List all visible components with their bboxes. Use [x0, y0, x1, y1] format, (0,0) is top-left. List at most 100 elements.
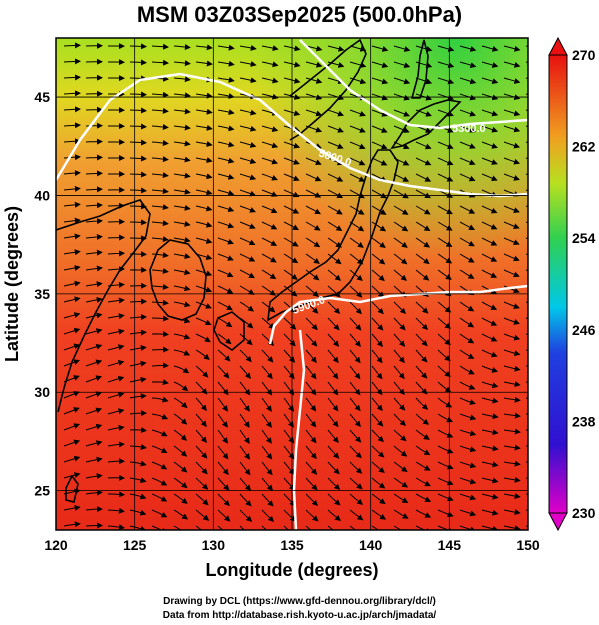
wind-arrow: [239, 253, 256, 262]
wind-arrow: [349, 413, 361, 428]
wind-arrow: [371, 285, 385, 298]
wind-arrow: [459, 157, 476, 166]
wind-arrow: [393, 77, 411, 85]
wind-arrow: [173, 285, 191, 292]
wind-arrow: [173, 269, 191, 276]
wind-arrow: [349, 269, 363, 282]
wind-arrow: [63, 265, 81, 271]
wind-arrow: [63, 521, 81, 528]
wind-arrow: [239, 445, 251, 460]
wind-arrow: [129, 443, 147, 450]
wind-arrow: [217, 189, 235, 196]
wind-arrow: [63, 423, 80, 431]
colorbar-tick-label: 238: [572, 413, 596, 429]
wind-arrow: [217, 493, 230, 507]
wind-arrow: [85, 506, 103, 513]
wind-arrow: [349, 285, 363, 298]
wind-arrow: [63, 154, 81, 161]
wind-arrow: [151, 236, 169, 243]
map-title: MSM 03Z03Sep2025 (500.0hPa): [136, 2, 463, 27]
wind-arrow: [503, 460, 521, 467]
x-tick-label: 130: [202, 537, 226, 553]
wind-arrow: [63, 327, 81, 335]
wind-arrow: [305, 301, 319, 314]
wind-arrow: [151, 220, 169, 227]
wind-arrow: [503, 444, 521, 451]
wind-arrow: [239, 525, 246, 530]
wind-arrow: [217, 413, 228, 428]
colorbar-tick-label: 270: [572, 47, 596, 63]
wind-arrow: [305, 493, 319, 507]
wind-arrow: [327, 205, 343, 215]
wind-arrow: [195, 157, 213, 163]
wind-arrow: [349, 333, 361, 347]
wind-arrow: [503, 253, 520, 262]
wind-arrow: [393, 237, 408, 248]
wind-arrow: [503, 269, 520, 278]
wind-arrow: [503, 396, 521, 403]
wind-arrow: [393, 317, 406, 331]
wind-arrow: [393, 189, 409, 199]
wind-arrow: [239, 157, 257, 164]
wind-arrow: [481, 317, 498, 326]
wind-arrow: [217, 60, 235, 67]
wind-arrow: [107, 313, 125, 320]
wind-arrow: [85, 423, 103, 431]
wind-arrow: [173, 237, 191, 243]
wind-arrow: [261, 333, 275, 347]
wind-arrow: [173, 204, 191, 211]
wind-arrow: [217, 525, 224, 530]
colorbar-ticks: 270 262 254 246 238 230: [572, 47, 596, 521]
wind-arrow: [371, 397, 383, 412]
wind-arrow: [151, 396, 169, 403]
wind-arrow: [437, 509, 454, 518]
wind-arrow: [349, 317, 362, 331]
contour-line-5800: [56, 72, 528, 198]
x-tick-label: 125: [123, 537, 147, 553]
wind-arrow: [459, 93, 477, 101]
wind-arrow: [437, 61, 455, 68]
wind-arrow: [129, 107, 147, 114]
wind-arrow: [349, 445, 362, 459]
wind-arrow: [195, 493, 209, 506]
wind-arrow: [151, 493, 168, 502]
contour-label-5300: 5300.0: [452, 123, 486, 135]
wind-arrow: [305, 317, 318, 331]
wind-arrow: [459, 349, 475, 359]
wind-arrow: [261, 45, 279, 51]
wind-arrow: [349, 125, 366, 133]
wind-arrow: [261, 525, 268, 530]
wind-arrow: [85, 391, 103, 399]
wind-arrow: [371, 77, 389, 85]
wind-arrow: [371, 301, 384, 315]
wind-arrow: [85, 138, 103, 145]
wind-arrow: [151, 107, 169, 114]
wind-arrow: [349, 349, 361, 364]
x-axis-label: Longitude (degrees): [205, 560, 378, 580]
wind-arrow: [173, 525, 189, 530]
wind-arrow: [371, 141, 388, 150]
wind-streamlines: [63, 42, 528, 530]
wind-arrow: [393, 509, 409, 519]
wind-arrow: [393, 173, 410, 182]
wind-arrow: [481, 333, 498, 342]
wind-arrow: [305, 93, 323, 101]
height-contours: [56, 39, 528, 530]
wind-arrow: [283, 221, 299, 231]
colorbar: 270 262 254 246 238 230: [548, 36, 596, 532]
wind-arrow: [217, 477, 230, 491]
wind-arrow: [195, 237, 213, 244]
wind-arrow: [415, 509, 432, 518]
wind-arrow: [415, 493, 432, 502]
wind-arrow: [217, 205, 235, 213]
wind-arrow: [305, 269, 320, 281]
colorbar-top-arrow: [548, 36, 568, 56]
wind-arrow: [305, 45, 323, 52]
wind-arrow: [173, 493, 188, 504]
wind-arrow: [437, 445, 454, 454]
wind-arrow: [151, 413, 169, 420]
wind-arrow: [63, 439, 81, 447]
wind-arrow: [283, 317, 297, 330]
wind-arrow: [173, 381, 189, 392]
